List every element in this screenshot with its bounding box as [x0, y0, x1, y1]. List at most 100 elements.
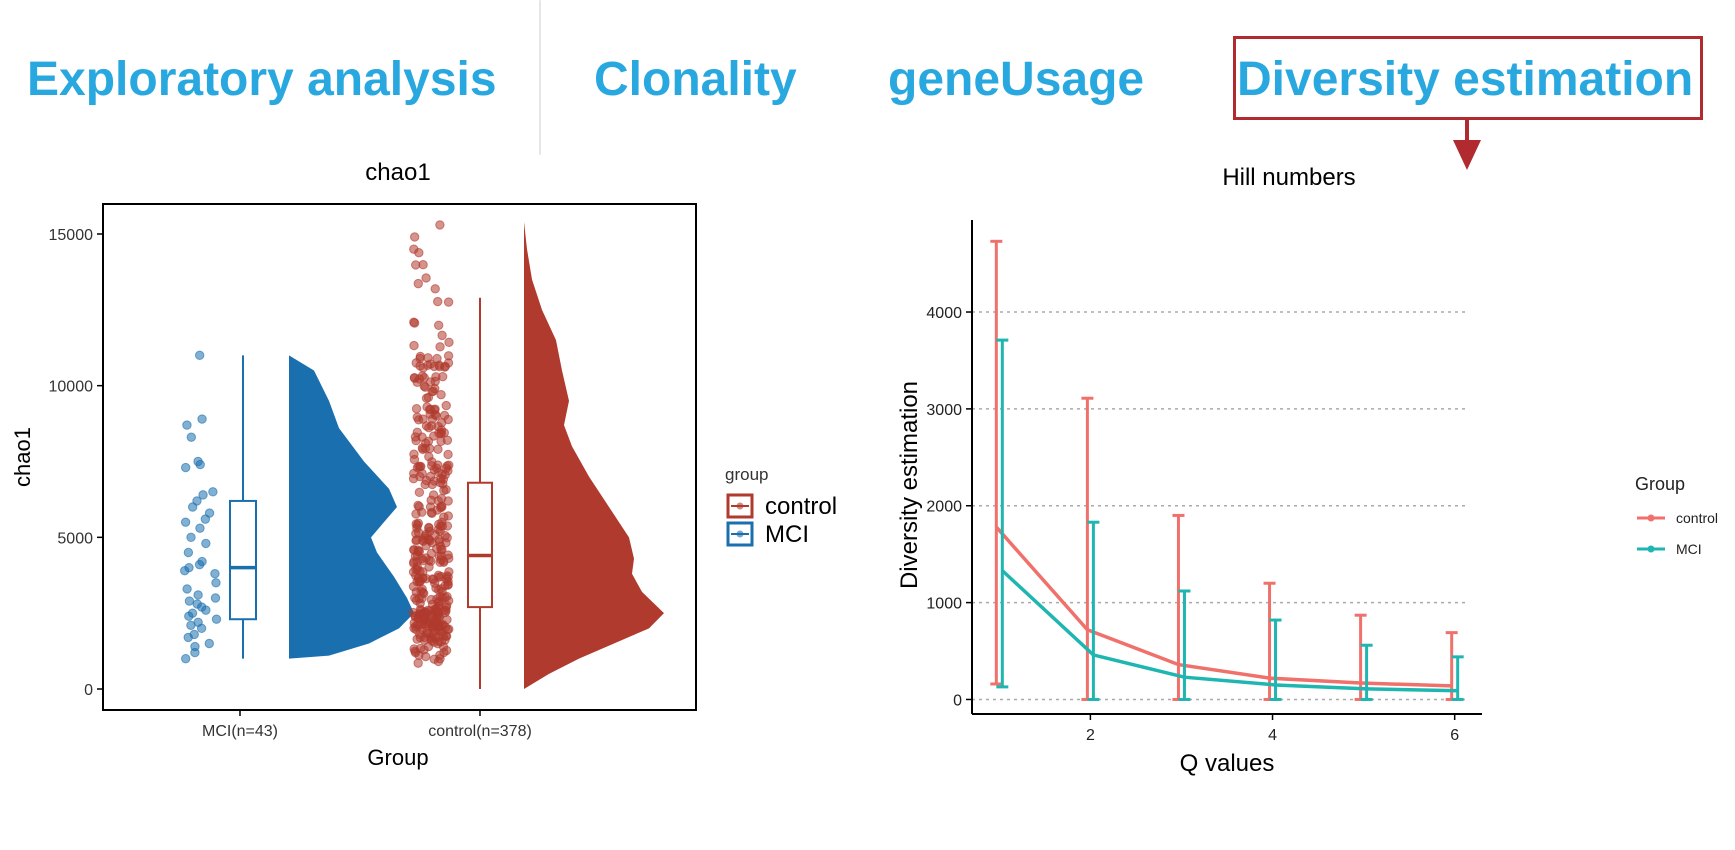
control-point: [419, 610, 430, 621]
pointer-arrow-shaft: [1465, 120, 1469, 144]
control-point: [429, 361, 439, 372]
control-point: [413, 500, 423, 511]
control-point: [427, 537, 437, 548]
mci-point: [180, 517, 191, 527]
legend-label: MCI: [1676, 541, 1702, 557]
control-point: [415, 361, 425, 371]
control-point: [425, 404, 435, 415]
control-point: [441, 645, 452, 656]
hill-numbers-chart: Hill numbers 0 1000 2000 3000 4000 2 4 6 Q values…: [896, 164, 1718, 777]
mci-point: [186, 620, 196, 630]
mci-density: [289, 355, 414, 659]
control-point: [436, 389, 446, 400]
x-tick-label: 6: [1450, 727, 1459, 744]
y-tick-label: 5000: [57, 530, 93, 547]
control-point: [413, 278, 423, 289]
control-point: [443, 496, 453, 506]
y-tick-label: 1000: [926, 596, 962, 613]
control-point: [437, 502, 447, 512]
mci-point: [183, 632, 193, 643]
control-point: [410, 647, 421, 658]
tab-clonality[interactable]: Clonality: [594, 53, 797, 106]
control-point: [414, 546, 425, 557]
control-point: [444, 460, 454, 470]
mci-point: [181, 653, 191, 664]
control-point: [410, 432, 421, 442]
control-point: [409, 340, 419, 351]
mci-point: [200, 514, 211, 524]
control-point: [424, 451, 434, 462]
tab-diversity-estimation[interactable]: Diversity estimation: [1237, 53, 1694, 106]
y-tick-label: 2000: [926, 499, 962, 516]
control-point: [426, 556, 436, 566]
mci-point: [180, 566, 190, 576]
control-point: [421, 273, 431, 283]
control-density: [524, 221, 664, 689]
down-arrow-icon: [1453, 140, 1481, 170]
control-point: [442, 571, 452, 581]
control-point: [414, 247, 424, 258]
control-point: [411, 509, 421, 519]
x-axis-label: Group: [367, 745, 428, 770]
control-point: [409, 454, 420, 465]
tab-bar: Exploratory analysis Clonality geneUsage…: [0, 0, 1735, 170]
control-point: [433, 444, 443, 455]
y-tick-label: 0: [84, 682, 93, 699]
plot-frame: [102, 203, 697, 711]
y-axis-label: Diversity estimation: [896, 381, 923, 589]
control-point: [412, 562, 423, 572]
mci-point: [184, 596, 195, 606]
mci-point: [197, 414, 207, 424]
control-point: [440, 362, 450, 372]
control-point: [421, 393, 432, 403]
control-point: [433, 296, 443, 307]
control-point: [439, 512, 449, 522]
tab-gene-usage[interactable]: geneUsage: [888, 53, 1145, 106]
mci-point: [190, 647, 200, 658]
mci-point: [182, 420, 192, 430]
control-point: [442, 533, 452, 543]
legend-key-point: [1647, 514, 1655, 522]
control-point: [412, 620, 423, 630]
x-tick-label: 4: [1268, 727, 1277, 744]
control-point: [412, 412, 422, 422]
control-point: [436, 545, 446, 555]
control-point: [437, 330, 447, 341]
control-point: [441, 602, 451, 613]
mci-box: [229, 499, 257, 621]
mci-point: [201, 605, 211, 615]
mci-point: [193, 590, 203, 600]
mci-point: [186, 432, 196, 442]
y-tick-label: 3000: [926, 402, 962, 419]
mci-point: [184, 611, 194, 621]
control-point: [438, 631, 448, 641]
control-point: [442, 614, 452, 625]
tab-exploratory-analysis[interactable]: Exploratory analysis: [27, 53, 497, 106]
control-point: [439, 428, 449, 438]
legend-label: MCI: [765, 521, 809, 548]
mci-point: [195, 459, 205, 470]
mci-point: [201, 538, 211, 549]
mci-point: [194, 350, 205, 361]
chao1-raincloud-chart: chao1 0 5000 10000 15000 chao1 MCI(n=43) contro…: [10, 159, 837, 770]
x-tick-label: control(n=378): [428, 723, 532, 740]
control-point: [443, 297, 454, 307]
mci-point: [208, 487, 218, 497]
control-point: [435, 220, 445, 230]
control-point: [426, 495, 436, 505]
legend-label: control: [765, 493, 837, 520]
mci-point: [211, 578, 221, 588]
control-line: [995, 525, 1452, 688]
control-point: [444, 337, 454, 348]
control-point: [427, 508, 437, 518]
control-box: [467, 481, 493, 609]
control-point: [441, 400, 451, 411]
control-point: [409, 232, 420, 242]
legend-key-point: [736, 530, 744, 538]
legend-key-point: [1647, 545, 1655, 553]
control-point: [423, 641, 434, 652]
control-point: [421, 573, 431, 584]
mci-point: [204, 638, 214, 649]
control-point: [419, 588, 429, 599]
mci-point: [196, 623, 207, 634]
